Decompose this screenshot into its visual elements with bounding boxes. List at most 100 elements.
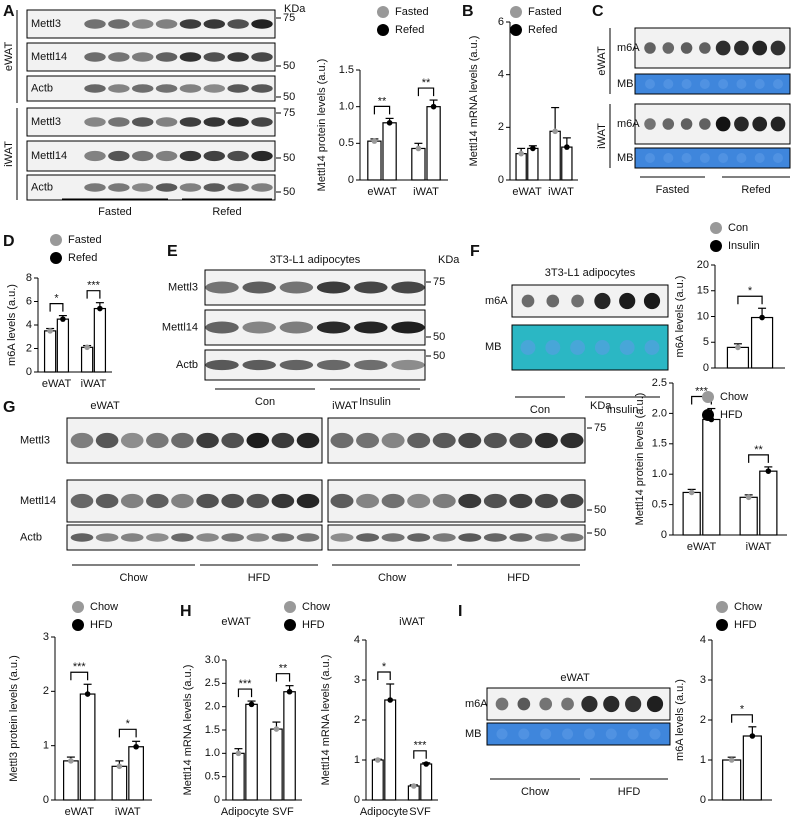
bar	[128, 746, 144, 801]
mean-dot	[374, 757, 381, 763]
y-tick-label: 4	[26, 319, 32, 331]
band	[221, 533, 244, 542]
band	[203, 52, 226, 62]
blot-strip	[486, 687, 671, 721]
band	[251, 183, 273, 192]
y-tick-label: 4	[498, 69, 504, 81]
row-label: Actb	[31, 82, 53, 94]
band	[534, 432, 558, 449]
band	[70, 432, 94, 449]
band	[227, 84, 249, 93]
legend-label: Refed	[68, 252, 97, 264]
band	[171, 533, 194, 542]
x-tick-label: eWAT	[512, 186, 542, 198]
band	[242, 281, 276, 294]
band	[279, 281, 314, 294]
stain-dot	[754, 153, 765, 163]
bar	[726, 346, 750, 369]
band	[251, 117, 273, 127]
significance-bracket	[237, 688, 253, 698]
panel-letter: E	[167, 243, 178, 260]
band	[316, 281, 351, 294]
stain-dot	[562, 728, 574, 740]
row-label: m6A	[617, 118, 640, 130]
marker-label: 50	[283, 60, 295, 72]
y-tick-label: 1.0	[205, 747, 220, 759]
mean-dot	[552, 128, 558, 135]
row-label: Mettl3	[168, 281, 198, 293]
dot	[770, 40, 786, 56]
mean-dot	[749, 733, 756, 739]
unit-label: KDa	[590, 400, 612, 412]
band	[221, 493, 244, 509]
band	[108, 117, 130, 127]
band	[108, 19, 130, 29]
dot	[561, 697, 574, 711]
row-label: MB	[465, 728, 482, 740]
marker-label: 50	[433, 331, 445, 343]
stain-dot	[736, 79, 747, 89]
band	[179, 84, 202, 93]
y-tick-label: 3	[43, 631, 49, 643]
band	[354, 321, 388, 334]
band	[227, 150, 249, 162]
band	[242, 321, 276, 334]
legend-label: Chow	[302, 601, 330, 613]
bar	[750, 316, 774, 369]
x-tick-label: eWAT	[65, 806, 95, 817]
stain-dot	[645, 79, 655, 89]
mean-dot	[273, 726, 280, 732]
y-axis-label: m6A levels (a.u.)	[674, 276, 686, 358]
stain-dot	[649, 728, 661, 740]
bar	[739, 496, 758, 536]
significance-label: ***	[414, 740, 428, 752]
significance-label: **	[754, 444, 763, 456]
significance-label: ***	[87, 280, 101, 292]
condition-label: Fasted	[98, 206, 132, 218]
bar	[759, 470, 778, 536]
dot	[752, 116, 768, 132]
legend-swatch	[510, 6, 522, 18]
dot	[581, 695, 598, 713]
band	[203, 150, 226, 162]
band	[251, 150, 273, 162]
bar	[384, 699, 397, 801]
dot	[644, 118, 656, 130]
x-tick-label: eWAT	[42, 378, 72, 390]
band	[356, 432, 380, 449]
dot	[715, 40, 731, 56]
x-tick-label: iWAT	[746, 541, 772, 553]
y-tick-label: 2	[26, 342, 32, 354]
band	[70, 493, 94, 509]
legend-label: Chow	[90, 601, 118, 613]
band	[509, 432, 533, 449]
band	[407, 493, 431, 509]
blot-title: 3T3-L1 adipocytes	[270, 254, 361, 266]
dot	[619, 292, 636, 310]
band	[179, 52, 202, 62]
y-tick-label: 0	[43, 794, 49, 806]
y-tick-label: 1.0	[652, 468, 667, 480]
bar	[232, 752, 245, 801]
dot	[680, 42, 693, 54]
bar	[426, 106, 441, 181]
band	[108, 183, 130, 192]
band	[95, 533, 119, 542]
mean-dot	[735, 344, 741, 351]
dot	[603, 695, 620, 713]
dot	[594, 292, 611, 310]
y-tick-label: 1	[354, 754, 360, 766]
y-tick-label: 4	[354, 634, 360, 646]
x-tick-label: Adipocyte	[360, 806, 408, 817]
band	[251, 84, 273, 93]
x-tick-label: iWAT	[81, 378, 107, 390]
band	[131, 19, 154, 29]
legend-swatch	[710, 222, 722, 234]
x-tick-label: iWAT	[548, 186, 574, 198]
mean-dot	[47, 328, 53, 334]
blot-strip	[204, 349, 426, 381]
marker-label: 75	[283, 12, 295, 24]
band	[84, 150, 106, 162]
y-tick-label: 2.0	[652, 407, 667, 419]
band	[120, 432, 144, 449]
